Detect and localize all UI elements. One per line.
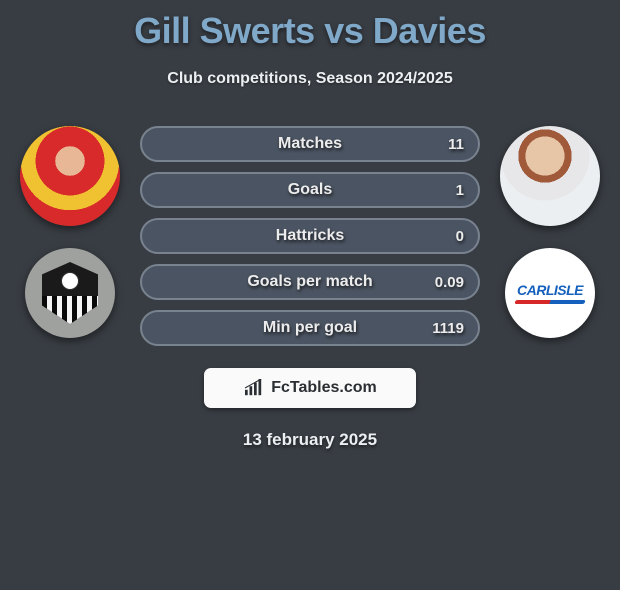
footer-brand-text: FcTables.com [271,379,377,397]
stat-label: Matches [278,135,342,153]
right-portrait-column: CARLISLE [490,126,610,338]
stat-label: Goals per match [247,273,372,291]
stat-label: Hattricks [276,227,344,245]
carlisle-logo: CARLISLE [510,282,590,304]
bar-chart-icon [243,379,265,397]
stats-section: Matches 11 Goals 1 Hattricks 0 Goals per… [10,126,610,356]
club-right-text: CARLISLE [510,282,590,298]
stat-right-value: 11 [418,136,478,153]
stat-row: Min per goal 1119 [140,310,480,346]
subtitle: Club competitions, Season 2024/2025 [10,70,610,88]
stat-label: Min per goal [263,319,357,337]
club-right-badge: CARLISLE [505,248,595,338]
stat-row: Goals per match 0.09 [140,264,480,300]
stat-right-value: 1119 [418,320,478,337]
player-right-avatar [500,126,600,226]
stat-row: Matches 11 [140,126,480,162]
swoosh-icon [514,300,585,304]
stat-row: Hattricks 0 [140,218,480,254]
left-portrait-column [10,126,130,338]
page-title: Gill Swerts vs Davies [10,10,610,52]
footer-brand[interactable]: FcTables.com [204,368,416,408]
shield-icon [42,262,98,324]
stat-label: Goals [288,181,332,199]
stat-right-value: 0 [418,228,478,245]
stat-right-value: 0.09 [418,274,478,291]
comparison-card: Gill Swerts vs Davies Club competitions,… [0,10,620,450]
club-left-badge [25,248,115,338]
date-text: 13 february 2025 [10,430,610,450]
stats-list: Matches 11 Goals 1 Hattricks 0 Goals per… [130,126,490,356]
stat-right-value: 1 [418,182,478,199]
stat-row: Goals 1 [140,172,480,208]
player-left-avatar [20,126,120,226]
